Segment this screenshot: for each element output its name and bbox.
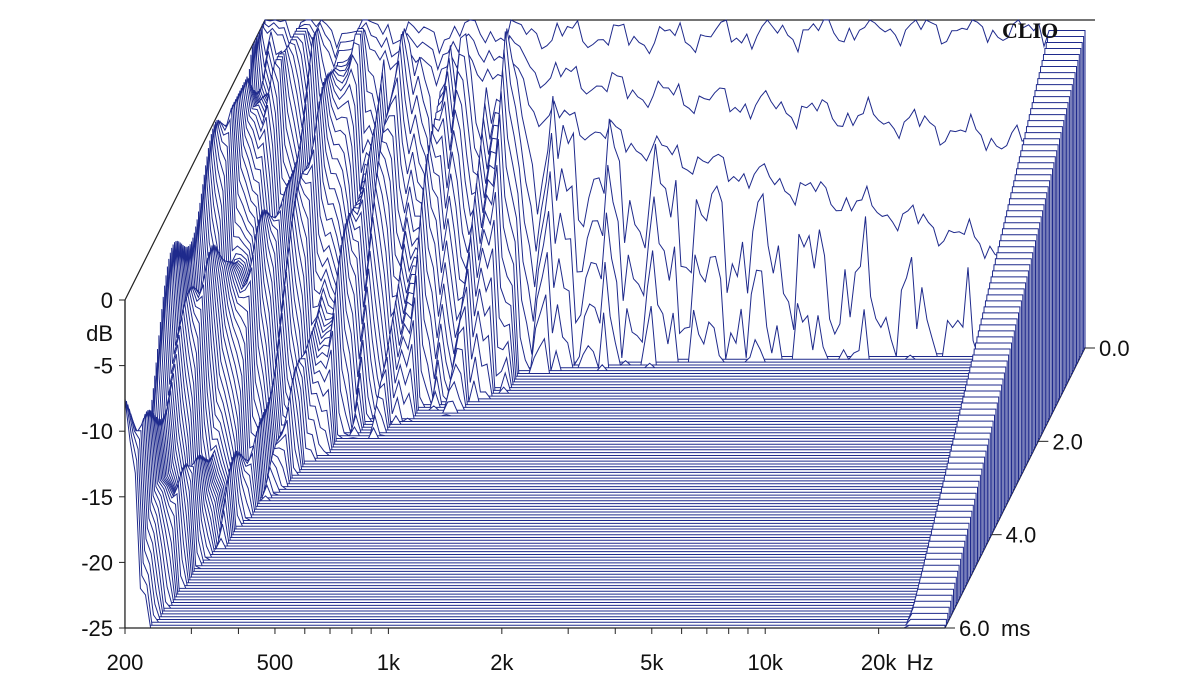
waterfall-slice [141,411,963,595]
waterfall-slice [158,335,980,561]
x-axis-ticks: 200 500 1k 2k 5k 10k 20k [107,628,897,675]
waterfall-slice [178,241,1000,521]
waterfall-slice [188,245,1010,502]
x-tick-label: 20k [861,650,897,675]
waterfall-slice [154,375,976,570]
waterfall-slice [181,243,1003,516]
waterfall-slice [164,285,986,551]
brand-logo-text: CLIO [1002,18,1058,43]
waterfall-slice [134,413,956,609]
waterfall-slices [124,19,1086,629]
x-axis-unit-label: Hz [907,650,934,675]
waterfall-slice [130,413,952,618]
waterfall-slice [128,408,950,620]
waterfall-slice [155,362,977,567]
waterfall-slice [183,246,1005,510]
x-tick-label: 1k [377,650,401,675]
waterfall-slice [212,128,1034,454]
waterfall-slice [169,252,991,538]
waterfall-slice [191,241,1012,496]
waterfall-slice [145,416,967,587]
waterfall-slice [135,411,957,606]
waterfall-slice [174,242,995,530]
waterfall-slice [215,121,1036,448]
waterfall-slice [159,321,981,558]
y-tick-label: 0 [101,288,113,313]
waterfall-slice [148,419,970,581]
time-tick-label: 6.0 [959,616,990,641]
waterfall-slice [244,59,1066,389]
waterfall-slice [246,56,1068,386]
y-tick-label: -5 [93,354,113,379]
waterfall-slice [162,296,984,553]
waterfall-slice [171,247,993,536]
y-tick-label: -25 [81,616,113,641]
waterfall-slice [150,410,971,578]
waterfall-slice [125,400,947,626]
y-tick-label: -10 [81,419,113,444]
time-tick-label: 0.0 [1099,336,1130,361]
x-tick-label: 500 [257,650,294,675]
waterfall-slice [172,244,994,533]
waterfall-slice [186,246,1008,505]
waterfall-slice [168,258,990,541]
waterfall-slice [175,241,997,527]
waterfall-slice [196,219,1018,485]
waterfall-slice [131,418,953,615]
waterfall-slice [219,117,1041,439]
right-depth-edge [944,347,1086,629]
x-tick-label: 10k [747,650,783,675]
waterfall-slice [216,119,1038,445]
waterfall-slice [144,415,966,589]
y-tick-label: -20 [81,550,113,575]
waterfall-slice [213,124,1035,451]
waterfall-slice [182,244,1004,513]
waterfall-slice [127,404,949,623]
time-axis-ticks: 0.0 2.0 4.0 6.0 [945,336,1130,641]
y-axis-unit-label: dB [86,321,113,346]
waterfall-slice [165,275,987,547]
waterfall-slice [193,232,1015,490]
waterfall-slice [157,348,978,564]
chart-axes: 0 -5 -10 -15 -20 -25 200 500 1k 2k 5k 10k 20k 0.0 2.… [81,288,1129,675]
waterfall-slice [140,410,962,598]
time-tick-label: 4.0 [1006,523,1037,548]
y-axis-ticks: 0 -5 -10 -15 -20 -25 [81,288,125,641]
waterfall-slice [195,226,1017,488]
x-tick-label: 200 [107,650,144,675]
waterfall-slice [142,413,964,592]
x-tick-label: 5k [640,650,664,675]
waterfall-slice [133,418,954,612]
waterfall-slice [217,119,1039,442]
waterfall-slice [161,309,983,555]
waterfall-slice [166,266,988,544]
y-tick-label: -15 [81,485,113,510]
waterfall-slice [189,244,1011,499]
time-tick-label: 2.0 [1052,429,1083,454]
waterfall-slice [152,388,974,572]
waterfall-slice [185,246,1007,507]
time-axis-unit-label: ms [1001,616,1030,641]
waterfall-slice [179,242,1001,519]
waterfall-slice [137,410,959,603]
waterfall-slice [176,240,998,524]
waterfall-slice [192,237,1014,493]
waterfall-slice [147,418,969,584]
waterfall-slice [138,409,960,601]
waterfall-slice [151,399,973,575]
x-tick-label: 2k [490,650,514,675]
